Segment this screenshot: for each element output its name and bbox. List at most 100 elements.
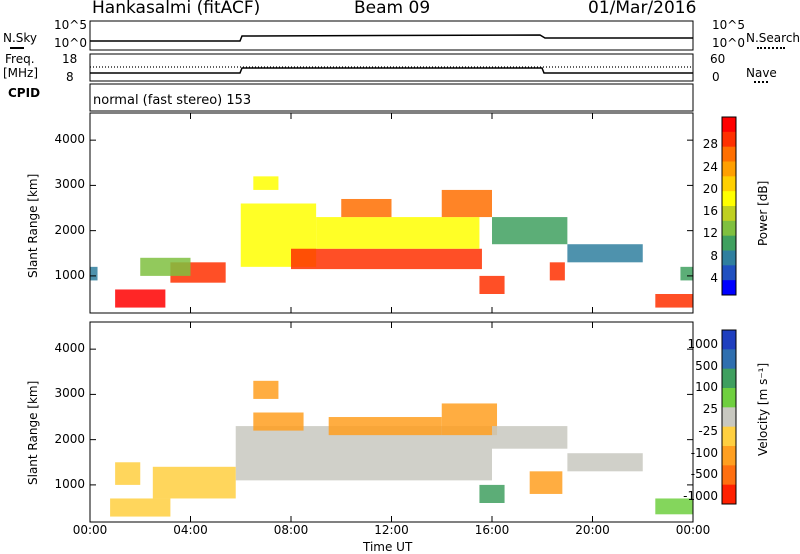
velocity-colorbar-tick: 100 xyxy=(695,380,718,395)
power-colorbar-cell xyxy=(722,206,736,222)
power-region-0 xyxy=(115,289,166,308)
velocity-region-9 xyxy=(529,471,563,494)
x-tick-label: 16:00 xyxy=(474,523,510,537)
station-title: Hankasalmi (fitACF) xyxy=(92,0,261,18)
velocity-region-6 xyxy=(253,380,279,399)
power-ytick-label: 3000 xyxy=(54,177,85,192)
power-region-12 xyxy=(253,176,279,190)
nsearch-bottom-tick: 10^0 xyxy=(712,36,745,50)
power-colorbar-label: Power [dB] xyxy=(756,180,770,246)
power-colorbar-cell xyxy=(722,191,736,207)
power-colorbar-cell xyxy=(722,265,736,281)
nsearch-label: N.Search xyxy=(746,31,800,45)
nsky-legend-line xyxy=(10,47,24,49)
power-colorbar-tick: 20 xyxy=(702,181,718,196)
x-tick-label: 04:00 xyxy=(173,523,208,537)
velocity-region-5 xyxy=(253,412,304,431)
power-colorbar-cell xyxy=(722,146,736,162)
power-region-14 xyxy=(680,266,693,281)
velocity-region-1 xyxy=(328,417,442,436)
nave-bottom-tick: 0 xyxy=(712,70,720,84)
power-region-4 xyxy=(291,248,482,270)
freq-bottom-tick: 8 xyxy=(66,70,74,84)
velocity-region-4 xyxy=(152,466,236,499)
velocity-colorbar-tick: 1000 xyxy=(687,336,718,351)
velocity-colorbar-cell xyxy=(722,388,736,408)
freq-label: Freq. xyxy=(5,52,35,66)
power-region-5 xyxy=(316,217,480,249)
x-tick-label: 00:00 xyxy=(675,523,711,537)
velocity-colorbar-label: Velocity [m s⁻¹] xyxy=(756,362,770,456)
velocity-colorbar-tick: -500 xyxy=(690,467,718,482)
velocity-region-11 xyxy=(479,484,505,503)
power-region-13 xyxy=(90,266,98,281)
power-region-9 xyxy=(492,217,568,245)
power-region-6 xyxy=(341,198,392,218)
velocity-region-7 xyxy=(492,426,568,449)
power-colorbar-tick: 12 xyxy=(702,226,718,241)
velocity-colorbar-cell xyxy=(722,330,736,350)
power-colorbar-frame xyxy=(721,116,737,296)
freq-trace xyxy=(90,67,693,74)
velocity-ytick-label: 4000 xyxy=(54,341,85,356)
velocity-region-2 xyxy=(441,403,498,436)
power-region-11 xyxy=(655,293,693,308)
x-axis-label: Time UT xyxy=(363,540,413,554)
freq-unit: [MHz] xyxy=(3,66,39,80)
velocity-region-10 xyxy=(655,498,693,515)
date-label: 01/Mar/2016 xyxy=(588,0,697,18)
velocity-ytick-label: 2000 xyxy=(54,431,85,446)
velocity-region-12 xyxy=(115,462,141,485)
velocity-colorbar-cell xyxy=(722,407,736,428)
velocity-ytick-label: 3000 xyxy=(54,386,85,401)
power-region-8 xyxy=(479,275,505,294)
x-tick-label: 08:00 xyxy=(273,523,309,537)
nsky-panel-frame xyxy=(89,20,694,51)
power-colorbar-tick: 16 xyxy=(702,204,718,218)
power-colorbar-tick: 8 xyxy=(710,248,718,263)
power-ylabel: Slant Range [km] xyxy=(26,173,40,278)
velocity-colorbar-cell xyxy=(722,465,736,486)
cpid-text: normal (fast stereo) 153 xyxy=(93,93,252,108)
velocity-region-8 xyxy=(567,453,643,472)
nave-top-tick: 60 xyxy=(710,52,726,66)
power-colorbar-cell xyxy=(722,280,736,296)
velocity-colorbar-tick: -25 xyxy=(698,423,718,438)
velocity-colorbar-cell xyxy=(722,484,736,505)
nsky-trace xyxy=(90,34,693,42)
power-colorbar-cell xyxy=(722,220,736,237)
nsky-label: N.Sky xyxy=(3,31,38,45)
power-colorbar-tick: 28 xyxy=(702,137,718,152)
power-colorbar-cell xyxy=(722,117,736,133)
velocity-colorbar-tick: 25 xyxy=(702,402,718,417)
power-colorbar-cell xyxy=(722,235,736,251)
power-colorbar-tick: 24 xyxy=(702,159,718,174)
velocity-colorbar-cell xyxy=(722,426,736,447)
nave-label: Nave xyxy=(746,66,777,80)
nsearch-legend-line xyxy=(757,47,785,49)
power-colorbar-cell xyxy=(722,250,736,266)
nsky-bottom-tick: 10^0 xyxy=(54,36,87,50)
velocity-ylabel: Slant Range [km] xyxy=(26,380,40,485)
velocity-region-3 xyxy=(110,498,171,517)
cpid-panel-frame xyxy=(89,83,694,112)
freq-top-tick: 18 xyxy=(62,52,78,66)
cpid-label: CPID xyxy=(8,86,41,100)
x-tick-label: 12:00 xyxy=(374,523,409,537)
power-colorbar-cell xyxy=(722,176,736,192)
velocity-ytick-label: 1000 xyxy=(54,476,85,491)
nave-legend-line xyxy=(754,81,768,83)
velocity-colorbar-tick: -1000 xyxy=(683,489,718,504)
velocity-colorbar-frame xyxy=(721,329,737,505)
velocity-colorbar-cell xyxy=(722,349,736,370)
x-tick-label: 20:00 xyxy=(575,523,610,537)
power-region-2 xyxy=(140,257,191,276)
power-region-15 xyxy=(549,262,565,281)
power-region-10 xyxy=(567,244,643,263)
velocity-colorbar-cell xyxy=(722,446,736,466)
x-tick-label: 00:00 xyxy=(72,523,108,537)
power-ytick-label: 4000 xyxy=(54,132,85,147)
nsearch-top-tick: 10^5 xyxy=(712,18,745,32)
nsky-top-tick: 10^5 xyxy=(54,18,87,32)
